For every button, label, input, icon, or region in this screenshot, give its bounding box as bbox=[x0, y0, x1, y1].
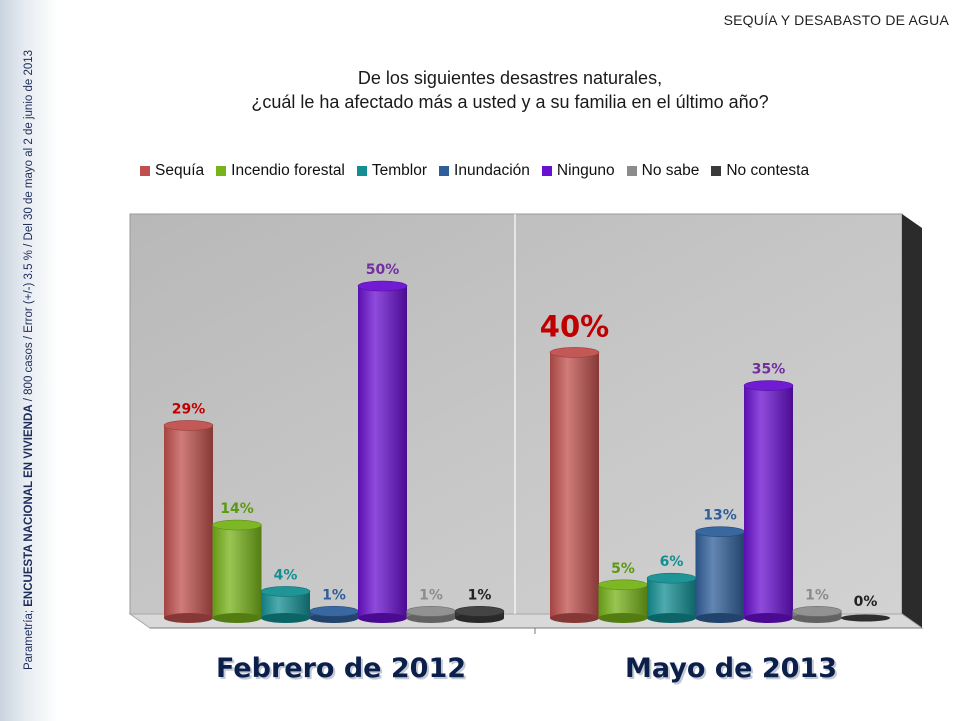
bar-value-label: 0% bbox=[854, 594, 878, 610]
bar-body bbox=[598, 584, 648, 618]
bar-body bbox=[550, 352, 599, 618]
bar-cap bbox=[743, 380, 794, 391]
legend-label: Temblor bbox=[371, 162, 428, 179]
bar-cap bbox=[454, 606, 505, 617]
bar-bottom bbox=[550, 613, 599, 623]
legend-item: No contesta bbox=[711, 161, 809, 181]
legend-swatch bbox=[356, 166, 367, 176]
bar-cap bbox=[357, 280, 408, 292]
bar-value-label: 40% bbox=[540, 309, 609, 343]
bar-cap bbox=[309, 606, 359, 617]
bar-cap bbox=[260, 586, 311, 597]
legend-swatch bbox=[541, 166, 552, 176]
question-line-1: De los siguientes desastres naturales, bbox=[357, 68, 663, 88]
legend-item: Incendio forestal bbox=[216, 161, 345, 181]
bar-cap bbox=[406, 606, 456, 617]
bar-bottom bbox=[744, 613, 793, 623]
bar-value-label: 1% bbox=[322, 587, 346, 603]
bar bbox=[549, 347, 600, 623]
bar-value-label: 13% bbox=[703, 508, 737, 524]
bar-value-label: 50% bbox=[366, 262, 400, 278]
bar bbox=[163, 420, 214, 623]
question-line-2: ¿cuál le ha afectado más a usted y a su … bbox=[251, 92, 769, 112]
legend-swatch bbox=[216, 166, 227, 176]
bar-bottom bbox=[647, 613, 696, 623]
legend-label: No sabe bbox=[641, 162, 700, 179]
panel-title: Mayo de 2013 bbox=[625, 653, 837, 684]
bar-body bbox=[695, 531, 745, 618]
bar-body bbox=[358, 286, 407, 618]
section-tag: SEQUÍA Y DESABASTO DE AGUA bbox=[723, 12, 949, 28]
legend-label: No contesta bbox=[726, 162, 810, 179]
bar-body bbox=[744, 385, 793, 618]
bar-value-label: 5% bbox=[611, 561, 635, 577]
legend-label: Inundación bbox=[454, 162, 530, 179]
bar bbox=[406, 606, 456, 623]
bar bbox=[841, 614, 890, 622]
legend-item: Sequía bbox=[140, 161, 204, 181]
bar-value-label: 35% bbox=[752, 362, 786, 378]
bar-cap bbox=[549, 347, 600, 358]
legend-item: No sabe bbox=[626, 161, 700, 181]
bar-bottom bbox=[695, 613, 745, 623]
bar bbox=[309, 606, 359, 623]
bar-cap bbox=[695, 526, 745, 537]
panel-title-shadow: Mayo de 2013 bbox=[627, 655, 839, 686]
bar-value-label: 6% bbox=[660, 554, 684, 570]
bar bbox=[212, 519, 262, 623]
legend-swatch bbox=[711, 166, 722, 176]
bar-bottom bbox=[358, 613, 407, 623]
bar-bottom bbox=[261, 613, 310, 623]
chart-legend: Sequía Incendio forestal Temblor Inundación… bbox=[140, 161, 809, 181]
bar-bottom bbox=[598, 613, 648, 623]
panel-title: Febrero de 2012 bbox=[216, 653, 466, 684]
bar bbox=[598, 579, 648, 623]
bar bbox=[454, 606, 505, 623]
bar-cap bbox=[792, 606, 842, 617]
bar-bottom bbox=[212, 613, 262, 623]
legend-item: Inundación bbox=[439, 161, 530, 181]
bar bbox=[743, 380, 794, 623]
legend-label: Sequía bbox=[155, 162, 205, 179]
bar-value-label: 14% bbox=[220, 501, 254, 517]
bar-value-label: 1% bbox=[468, 587, 492, 603]
bar-cap bbox=[841, 614, 890, 622]
bar-cap bbox=[163, 420, 214, 431]
legend-item: Ninguno bbox=[541, 161, 615, 181]
bar-bottom bbox=[164, 613, 213, 623]
bar bbox=[260, 586, 311, 623]
bar bbox=[695, 526, 745, 623]
legend-swatch bbox=[439, 166, 450, 176]
bar-body bbox=[164, 425, 213, 618]
side-decoration-band bbox=[0, 0, 58, 721]
legend-label: Incendio forestal bbox=[231, 162, 345, 179]
bar-cap bbox=[646, 572, 697, 584]
bar bbox=[357, 280, 408, 623]
question-text: De los siguientes desastres naturales, ¿… bbox=[100, 66, 920, 114]
panel-title-shadow: Febrero de 2012 bbox=[218, 655, 468, 686]
legend-swatch bbox=[626, 166, 637, 176]
bar-cap bbox=[212, 519, 262, 531]
bar-value-label: 4% bbox=[274, 567, 298, 583]
bar-body bbox=[212, 525, 262, 618]
bar bbox=[792, 606, 842, 623]
legend-label: Ninguno bbox=[556, 162, 615, 179]
bar-cap bbox=[598, 579, 648, 591]
bar-value-label: 29% bbox=[172, 401, 206, 417]
legend-swatch bbox=[140, 166, 150, 176]
bar-value-label: 1% bbox=[805, 587, 829, 603]
chart-side-wall bbox=[902, 214, 922, 628]
bar-body bbox=[647, 578, 696, 618]
bar-value-label: 1% bbox=[419, 587, 443, 603]
bar bbox=[646, 572, 697, 623]
legend-item: Temblor bbox=[356, 161, 428, 181]
